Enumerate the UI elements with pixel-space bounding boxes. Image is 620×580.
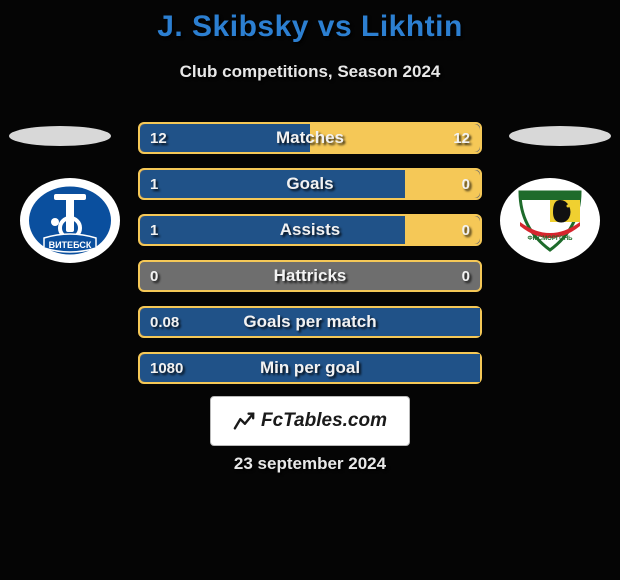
stat-bar-left-value: 0 bbox=[140, 262, 168, 290]
stat-bar-label: Hattricks bbox=[140, 262, 480, 290]
stat-bar: Hattricks0 0 bbox=[138, 260, 482, 292]
stat-bar-left-fill bbox=[140, 308, 480, 336]
right-oval-shadow bbox=[509, 126, 611, 146]
stat-bar: Goals10 bbox=[138, 168, 482, 200]
stat-bar: Matches1212 bbox=[138, 122, 482, 154]
left-oval-shadow bbox=[9, 126, 111, 146]
page-title: J. Skibsky vs Likhtin bbox=[0, 10, 620, 44]
brand-chart-icon bbox=[233, 410, 255, 432]
right-club-crest: ФК СМОРГОНЬ bbox=[500, 178, 600, 263]
stat-bar-left-fill bbox=[140, 216, 405, 244]
stat-bar-right-value: 0 bbox=[452, 262, 480, 290]
infographic-canvas: J. Skibsky vs Likhtin Club competitions,… bbox=[0, 0, 620, 580]
svg-text:ФК СМОРГОНЬ: ФК СМОРГОНЬ bbox=[527, 236, 573, 242]
page-subtitle: Club competitions, Season 2024 bbox=[0, 62, 620, 82]
stat-bar-right-fill bbox=[405, 170, 480, 198]
stat-bar: Min per goal1080 bbox=[138, 352, 482, 384]
stat-bar-right-fill bbox=[310, 124, 480, 152]
stat-bar-left-fill bbox=[140, 354, 480, 382]
stat-bar-left-fill bbox=[140, 170, 405, 198]
stat-bar: Assists10 bbox=[138, 214, 482, 246]
stat-bar-left-fill bbox=[140, 124, 310, 152]
stat-bar: Goals per match0.08 bbox=[138, 306, 482, 338]
svg-text:ВИТЕБСК: ВИТЕБСК bbox=[49, 240, 92, 250]
left-club-crest: ВИТЕБСК bbox=[20, 178, 120, 263]
brand-label: FcTables.com bbox=[261, 410, 387, 432]
stat-bar-right-fill bbox=[405, 216, 480, 244]
brand-badge: FcTables.com bbox=[210, 396, 410, 446]
stat-bars-container: Matches1212 Goals10 Assists10 Hattricks0 0 Go… bbox=[138, 122, 482, 398]
date-label: 23 september 2024 bbox=[0, 454, 620, 474]
